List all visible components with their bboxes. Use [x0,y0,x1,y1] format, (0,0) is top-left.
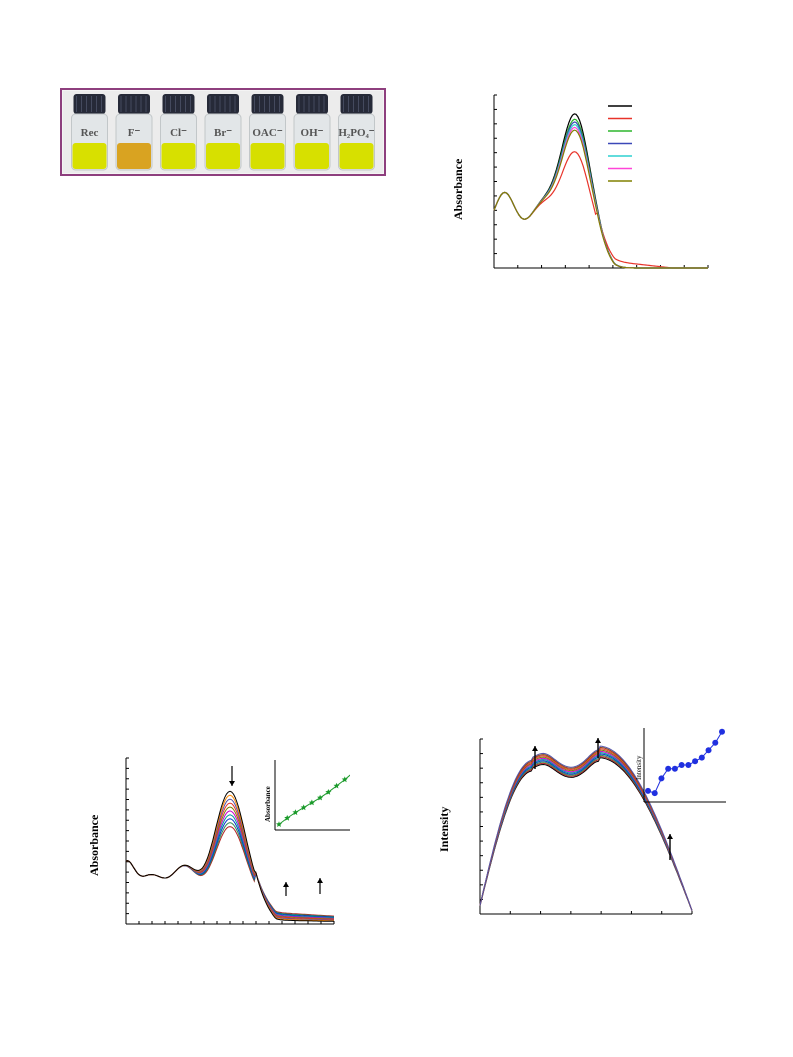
vial: H₂PO₄⁻ [338,94,375,171]
vial-cap [162,94,195,114]
titration-absorbance-ylabel: Absorbance [87,814,101,876]
intensity-chart: Intensity Intensity [436,724,736,934]
vial: Cl⁻ [160,94,197,171]
inset-star-marker [333,782,340,789]
titration-series-line [125,818,335,918]
inset-circle-marker [705,747,712,754]
intensity-ylabel: Intensity [437,807,451,852]
spectrum-series-line [493,118,708,269]
vial: OAC⁻ [249,94,286,171]
inset-star-marker [341,776,348,783]
selectivity-chart: Absorbance [440,90,720,280]
emission-series-line [479,745,693,911]
vial-solution [250,143,285,169]
vial-label: Rec [81,127,99,139]
vial: F⁻ [115,94,153,171]
vial: OH⁻ [293,94,331,171]
inset-circle-marker [698,754,705,761]
vial-solution [161,143,196,169]
titration-series-line [125,822,335,918]
vial-label: OAC⁻ [252,127,282,139]
spectrum-series-line [493,113,708,269]
titration-series-line [125,790,335,922]
vials-photo: Rec F⁻ Cl⁻ Br⁻ OAC⁻ OH⁻ H₂PO₄⁻ [60,88,386,176]
spectrum-series-line [493,129,708,269]
intensity-chart-svg: Intensity Intensity [437,728,726,915]
inset-circle-marker [671,765,678,772]
vial-cap [207,94,239,114]
inset-circle-marker [692,758,699,765]
spectrum-series-line [493,121,708,269]
vial-solution [339,143,374,169]
increase-arrow-head [283,882,289,887]
inset-star-marker [300,804,307,811]
inset-star-marker [284,814,291,821]
inset-star-marker [276,821,282,827]
titration-series-line [125,798,334,921]
vial-label: H₂PO₄⁻ [338,127,374,139]
vial: Rec [71,94,108,171]
titration-series-line [125,806,334,920]
inset-circle-marker [719,728,725,735]
increase-arrow-head [317,878,323,883]
inset-circle-marker [645,787,651,794]
selectivity-ylabel: Absorbance [451,158,465,220]
vial-solution [117,143,151,169]
vial-solution [206,143,240,169]
vial-label: F⁻ [128,127,141,139]
increase-arrow-head [532,746,538,751]
inset-circle-marker [651,790,658,797]
vial-cap [118,94,150,114]
inset-line [647,731,723,794]
vial-cap [296,94,328,114]
vial-solution [72,143,107,169]
increase-arrow-head [667,834,673,839]
spectrum-series-line [493,124,708,269]
spectrum-series-line [493,126,708,269]
inset-star-marker [325,789,332,795]
inset-ylabel: Absorbance [264,786,272,822]
inset-circle-marker [678,762,685,768]
inset-circle-marker [658,775,665,782]
vial-cap [251,94,284,114]
titration-series-line [125,802,334,921]
inset-line [278,772,354,825]
vial-solution [295,143,329,169]
spectrum-series-line [493,151,708,269]
inset-star-marker [308,799,315,806]
vial: Br⁻ [204,94,242,171]
vial-cap [73,94,106,114]
titration-absorbance-chart: Absorbance Absorbance [80,748,357,938]
selectivity-chart-svg: Absorbance [451,94,709,269]
inset-circle-marker [685,762,692,768]
titration-absorbance-svg: Absorbance Absorbance [87,757,357,925]
vial-label: OH⁻ [301,127,324,139]
inset-circle-marker [665,765,672,772]
inset-star-marker [292,809,299,816]
vial-label: Br⁻ [214,127,232,139]
decrease-arrow-head [229,781,235,786]
titration-series-line [125,794,335,922]
inset-circle-marker [712,739,719,746]
titration-series-line [125,826,335,917]
inset-ylabel: Intensity [635,755,643,780]
inset-star-marker [317,794,324,801]
vial-label: Cl⁻ [170,127,187,139]
vials-photo-figure: Rec F⁻ Cl⁻ Br⁻ OAC⁻ OH⁻ H₂PO₄⁻ [60,88,386,176]
vial-cap [340,94,373,114]
increase-arrow-head [595,738,601,743]
